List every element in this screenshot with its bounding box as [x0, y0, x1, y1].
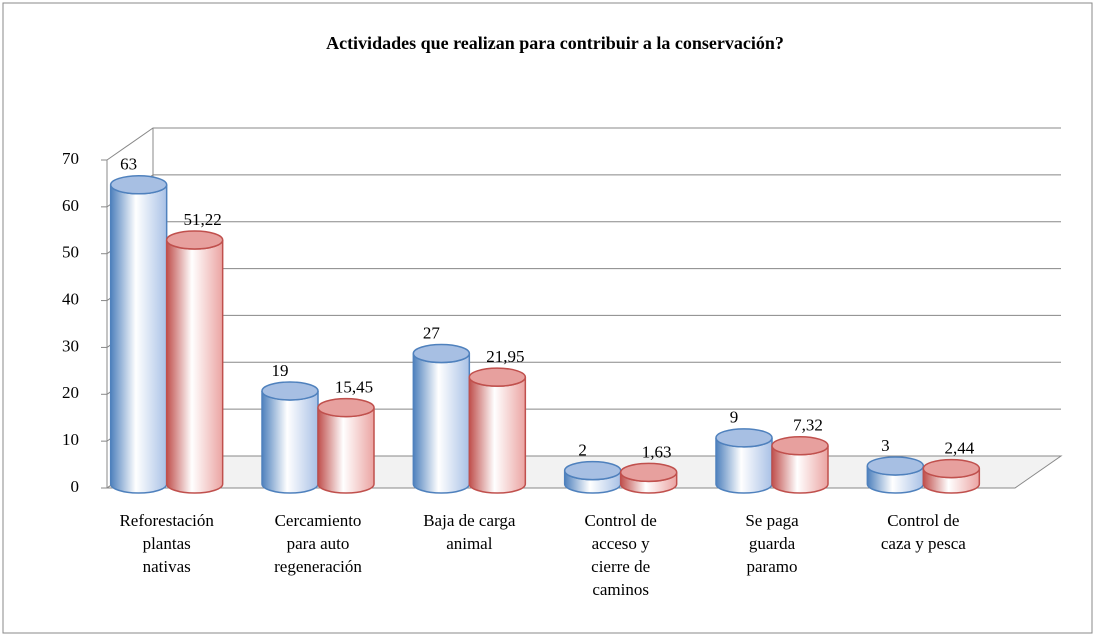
bar-cap	[412, 343, 471, 364]
y-tick-label: 40	[62, 289, 79, 308]
bar-cap	[771, 435, 829, 456]
bar-cap	[317, 397, 375, 418]
grid-line	[106, 268, 1061, 301]
bar-cap	[468, 367, 527, 387]
x-tick-label: Reforestación plantas nativas	[119, 511, 214, 576]
bar-cap	[261, 381, 319, 401]
y-tick-label: 50	[62, 243, 79, 262]
bar-cap	[165, 230, 224, 250]
bar-cap	[109, 175, 168, 195]
bar-cap	[866, 456, 925, 476]
data-label: 27	[423, 323, 441, 342]
bar	[468, 376, 527, 494]
bar	[261, 390, 319, 494]
x-tick-label: Se paga guarda paramo	[745, 511, 799, 576]
bar-cap	[922, 458, 981, 479]
data-label: 15,45	[335, 378, 373, 397]
y-tick-label: 20	[62, 383, 79, 402]
y-tick-label: 30	[62, 336, 79, 355]
bar	[412, 353, 471, 494]
data-label: 2,44	[944, 438, 974, 457]
grid-line	[106, 408, 1061, 442]
data-label: 3	[881, 436, 890, 455]
x-tick-label: Baja de carga animal	[423, 511, 516, 553]
data-label: 1,63	[642, 442, 672, 461]
x-tick-label: Control de acceso y cierre de caminos	[584, 511, 657, 599]
y-tick-label: 0	[71, 477, 80, 496]
bar	[109, 184, 168, 494]
bar	[317, 407, 375, 494]
data-label: 9	[730, 408, 739, 427]
bar-cap	[563, 460, 622, 481]
bar-cap	[619, 462, 678, 483]
data-label: 7,32	[793, 416, 823, 435]
x-tick-label: Control de caza y pesca	[880, 511, 966, 553]
grid-line	[106, 314, 1061, 348]
grid-line	[106, 127, 1061, 161]
x-tick-label: Cercamiento para auto regeneración	[274, 511, 362, 576]
grid-line	[106, 221, 1061, 255]
data-label: 2	[578, 441, 587, 460]
chart-title: Actividades que realizan para contribuir…	[326, 33, 784, 53]
bar-cap	[715, 428, 773, 448]
y-tick-label: 60	[62, 196, 79, 215]
grid-line	[106, 361, 1061, 395]
data-label: 21,95	[486, 347, 524, 366]
data-label: 51,22	[184, 210, 222, 229]
data-label: 19	[272, 361, 289, 380]
bar	[165, 239, 224, 494]
data-label: 63	[120, 155, 137, 174]
y-tick-label: 70	[62, 149, 79, 168]
grid-line	[106, 174, 1061, 208]
y-tick-label: 10	[62, 430, 79, 449]
